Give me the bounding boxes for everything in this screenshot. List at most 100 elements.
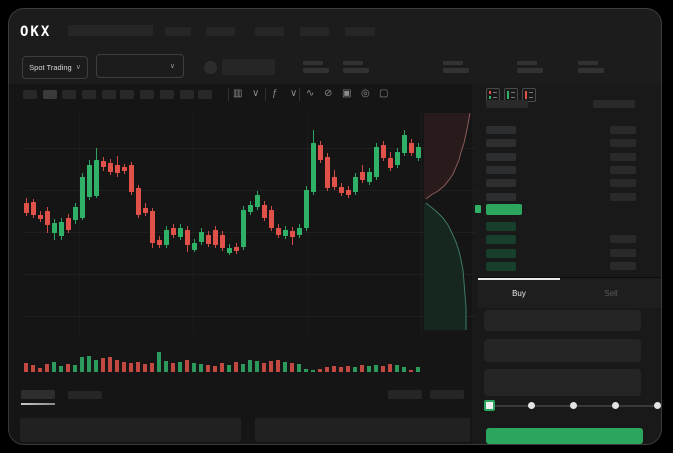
candle-body bbox=[192, 243, 197, 250]
bid-price-bar[interactable] bbox=[486, 262, 516, 271]
okx-logo[interactable]: OKX bbox=[20, 24, 52, 40]
timeframe-button-7[interactable] bbox=[140, 90, 154, 99]
book-asks-only-icon[interactable] bbox=[522, 88, 536, 102]
volume-bar bbox=[129, 363, 133, 372]
orders-tab-history[interactable] bbox=[68, 391, 102, 399]
volume-bar bbox=[283, 362, 287, 372]
candle-body bbox=[220, 235, 225, 248]
toolbar-separator bbox=[228, 88, 229, 101]
stat-1-value bbox=[303, 68, 329, 73]
timeframe-button-8[interactable] bbox=[160, 90, 174, 99]
volume-bar bbox=[311, 370, 315, 372]
volume-bar bbox=[52, 362, 56, 372]
timeframe-button-9[interactable] bbox=[180, 90, 194, 99]
bid-price-bar[interactable] bbox=[486, 249, 516, 258]
nav-item-4[interactable] bbox=[300, 27, 329, 36]
tab-sell[interactable]: Sell bbox=[604, 288, 618, 298]
candle-body bbox=[185, 230, 190, 245]
settings-icon[interactable]: ◎ bbox=[361, 88, 370, 99]
indicators-icon[interactable]: ƒ bbox=[272, 88, 278, 99]
chevron-down-icon[interactable]: ∨ bbox=[290, 88, 298, 99]
candle-body bbox=[416, 147, 421, 158]
chart-type-icon[interactable]: ▥ bbox=[233, 88, 243, 99]
price-input[interactable] bbox=[484, 310, 641, 331]
timeframe-button-1[interactable] bbox=[23, 90, 37, 99]
candle-body bbox=[276, 228, 281, 235]
ask-price-bar[interactable] bbox=[486, 139, 516, 147]
nav-search-placeholder[interactable] bbox=[68, 25, 153, 36]
timeframe-button-3[interactable] bbox=[62, 90, 76, 99]
icon-line bbox=[529, 97, 533, 98]
timeframe-button-10[interactable] bbox=[198, 90, 212, 99]
orders-link-1[interactable] bbox=[388, 390, 422, 399]
volume-bar bbox=[290, 363, 294, 372]
candle-body bbox=[157, 240, 162, 245]
pair-selector-dropdown[interactable]: ∨ bbox=[96, 54, 184, 78]
candle-body bbox=[87, 165, 92, 197]
toolbar-separator bbox=[299, 88, 300, 101]
toolbar-separator bbox=[265, 88, 266, 101]
nav-item-1[interactable] bbox=[165, 27, 191, 36]
ask-price-bar[interactable] bbox=[486, 179, 516, 187]
volume-bar bbox=[318, 369, 322, 372]
fullscreen-icon[interactable]: ▢ bbox=[379, 88, 389, 99]
timeframe-button-4[interactable] bbox=[82, 90, 96, 99]
candle-body bbox=[311, 143, 316, 192]
nav-item-2[interactable] bbox=[206, 27, 235, 36]
timeframe-button-5[interactable] bbox=[102, 90, 116, 99]
candle-body bbox=[262, 205, 267, 218]
gridline-h bbox=[24, 190, 476, 191]
bid-amount-bar bbox=[610, 249, 636, 257]
volume-bar bbox=[325, 367, 329, 372]
slider-stop[interactable] bbox=[570, 402, 577, 409]
tab-buy[interactable]: Buy bbox=[512, 288, 526, 298]
candle-body bbox=[59, 222, 64, 236]
timeframe-button-6[interactable] bbox=[120, 90, 134, 99]
ask-price-bar[interactable] bbox=[486, 126, 516, 134]
candle-body bbox=[45, 211, 50, 225]
volume-bar bbox=[304, 369, 308, 372]
volume-bar bbox=[353, 367, 357, 372]
candle-body bbox=[66, 218, 71, 230]
slider-handle[interactable] bbox=[484, 400, 495, 411]
ask-price-bar[interactable] bbox=[486, 166, 516, 174]
volume-bar bbox=[360, 365, 364, 372]
line-style-icon[interactable]: ∿ bbox=[306, 88, 315, 99]
ask-price-bar[interactable] bbox=[486, 193, 516, 201]
slider-stop[interactable] bbox=[654, 402, 661, 409]
volume-bar bbox=[220, 363, 224, 372]
buy-submit-button[interactable] bbox=[486, 428, 643, 444]
slider-stop[interactable] bbox=[528, 402, 535, 409]
compare-icon[interactable]: ⊘ bbox=[324, 88, 333, 99]
candle-body bbox=[255, 195, 260, 207]
candle-body bbox=[24, 203, 29, 213]
nav-item-5[interactable] bbox=[345, 27, 375, 36]
candle-body bbox=[269, 210, 274, 228]
candle-body bbox=[304, 190, 309, 228]
nav-item-3[interactable] bbox=[255, 27, 284, 36]
amount-input[interactable] bbox=[484, 339, 641, 362]
ask-amount-bar bbox=[610, 166, 636, 174]
volume-bar bbox=[409, 370, 413, 372]
orders-link-2[interactable] bbox=[430, 390, 464, 399]
candle-body bbox=[353, 177, 358, 192]
orders-tab-open[interactable] bbox=[21, 390, 55, 399]
volume-bar bbox=[87, 356, 91, 372]
slider-stop[interactable] bbox=[612, 402, 619, 409]
market-type-dropdown[interactable]: Spot Trading ∨ bbox=[22, 56, 88, 79]
candle-body bbox=[31, 202, 36, 215]
ask-price-bar[interactable] bbox=[486, 153, 516, 161]
candle-body bbox=[122, 167, 127, 171]
bid-price-bar[interactable] bbox=[486, 222, 516, 231]
volume-bar bbox=[171, 363, 175, 372]
candle-body bbox=[171, 228, 176, 235]
ask-amount-bar bbox=[610, 193, 636, 201]
timeframe-button-2[interactable] bbox=[43, 90, 57, 99]
total-input[interactable] bbox=[484, 369, 641, 396]
candle-body bbox=[52, 223, 57, 233]
bid-price-bar[interactable] bbox=[486, 235, 516, 244]
candle-body bbox=[206, 235, 211, 244]
chevron-down-icon[interactable]: ∨ bbox=[252, 88, 260, 99]
stat-2-value bbox=[343, 68, 369, 73]
screenshot-icon[interactable]: ▣ bbox=[342, 88, 352, 99]
